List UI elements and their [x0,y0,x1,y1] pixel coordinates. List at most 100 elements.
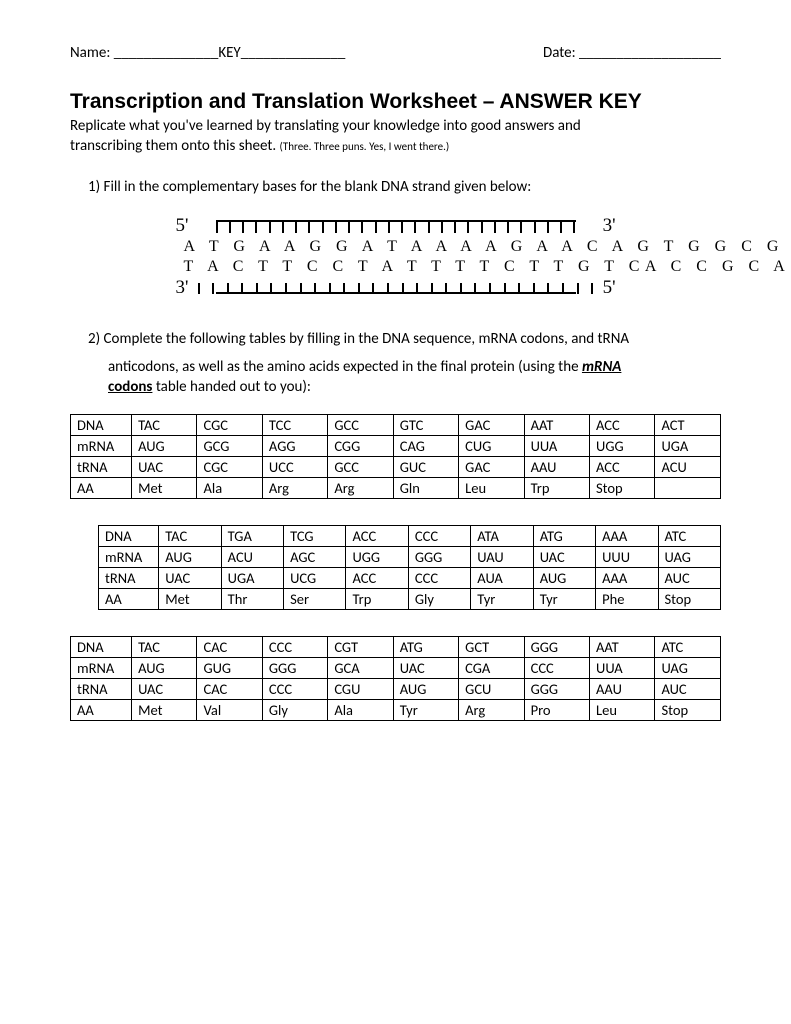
dna-3-prime-bottom: 3' [176,277,198,299]
codon-cell: ACT [655,414,721,435]
dna-tick [314,283,316,294]
intro-line-2: transcribing them onto this sheet. [70,137,280,155]
codon-cell: Ala [328,699,393,720]
table-row: tRNAUACCGCUCCGCCGUCGACAAUACCACU [71,456,721,477]
dna-tick [361,222,363,233]
codon-cell: CAG [393,435,458,456]
row-label: tRNA [99,567,159,588]
codon-cell: GUG [197,657,262,678]
codon-cell: UAU [471,546,533,567]
codon-cell: UAC [533,546,595,567]
dna-tick [198,283,200,294]
row-label: mRNA [99,546,159,567]
dna-tick [295,222,297,233]
dna-tick [241,283,243,294]
codon-cell: UCG [284,567,346,588]
codon-cell: Ser [284,588,346,609]
codon-cell: Phe [596,588,658,609]
dna-tick [402,283,404,294]
intro-line-1: Replicate what you've learned by transla… [70,117,581,135]
codon-cell: ATC [658,525,721,546]
table-row: AAMetValGlyAlaTyrArgProLeuStop [71,699,721,720]
dna-tick [460,283,462,294]
dna-tick [335,222,337,233]
q2-text-1: Complete the following tables by filling… [104,330,630,348]
codon-cell: TCC [262,414,327,435]
row-label: tRNA [71,456,132,477]
name-field: Name: ______________KEY______________ [70,44,345,62]
row-label: AA [99,588,159,609]
codon-cell: ACC [590,456,655,477]
dna-tick [547,222,549,233]
table-row: DNATACTGATCGACCCCCATAATGAAAATC [99,525,721,546]
dna-tick [358,283,360,294]
codon-cell: Arg [328,477,393,498]
codon-cell: ACC [346,567,408,588]
codon-cell: Gly [408,588,470,609]
codon-cell: CUG [459,435,524,456]
dna-tick [481,222,483,233]
codon-cell: GGG [524,678,589,699]
dna-tick [494,222,496,233]
codon-cell: CGC [197,414,262,435]
codon-table-3: DNATACCACCCCCGTATGGCTGGGAATATCmRNAAUGGUG… [70,636,721,721]
dna-tick [428,222,430,233]
codon-cell: UUU [596,546,658,567]
page-title: Transcription and Translation Worksheet … [70,90,721,114]
row-label: DNA [71,414,132,435]
codon-cell: AUG [393,678,458,699]
dna-ticks-top [216,222,576,233]
table-row: AAMetAlaArgArgGlnLeuTrpStop [71,477,721,498]
codon-cell: ATG [393,636,458,657]
dna-5-prime-top: 5' [176,215,198,237]
codon-cell: TCG [284,525,346,546]
codon-cell: Trp [346,588,408,609]
codon-cell: Stop [658,588,721,609]
dna-tick [269,222,271,233]
codon-cell: ACC [590,414,655,435]
codon-cell: CCC [262,636,327,657]
codon-cell: UAG [655,657,721,678]
question-2-body: anticodons, as well as the amino acids e… [108,357,721,398]
dna-tick [372,283,374,294]
codon-cell: GAC [459,456,524,477]
table-row: AAMetThrSerTrpGlyTyrTyrPheStop [99,588,721,609]
codon-cell: AUG [159,546,221,567]
dna-tick [375,222,377,233]
table-row: mRNAAUGGUGGGGGCAUACCGACCCUUAUAG [71,657,721,678]
dna-tick [562,283,564,294]
date-blank: ___________________ [579,44,721,62]
codon-cell: GCA [328,657,393,678]
dna-tick [416,283,418,294]
codon-cell: AUG [132,435,197,456]
dna-tick [285,283,287,294]
codon-cell: AUA [471,567,533,588]
codon-cell: CCC [408,567,470,588]
codon-cell: CGA [459,657,524,678]
table-row: tRNAUACUGAUCGACCCCCAUAAUGAAAAUC [99,567,721,588]
q2-mrna-emph: mRNA [582,358,621,376]
codon-cell: UGA [655,435,721,456]
codon-cell: TAC [159,525,221,546]
table-row: mRNAAUGGCGAGGCGGCAGCUGUUAUGGUGA [71,435,721,456]
dna-tick [547,283,549,294]
dna-tick [388,222,390,233]
dna-tick [212,283,214,294]
codon-cell: Met [132,477,197,498]
codon-cell: CAC [197,636,262,657]
dna-tick [343,283,345,294]
codon-cell: GCC [328,414,393,435]
dna-ticks-bottom [198,283,594,294]
codon-cell: Gly [262,699,327,720]
table-row: DNATACCGCTCCGCCGTCGACAATACCACT [71,414,721,435]
name-value: KEY [218,44,240,62]
codon-cell: Tyr [533,588,595,609]
codon-cell: Leu [459,477,524,498]
codon-cell: TAC [132,414,197,435]
codon-cell: GGG [262,657,327,678]
codon-cell: GGG [408,546,470,567]
codon-cell: AAT [524,414,589,435]
row-label: mRNA [71,435,132,456]
codon-cell: UAC [159,567,221,588]
codon-cell: CGC [197,456,262,477]
